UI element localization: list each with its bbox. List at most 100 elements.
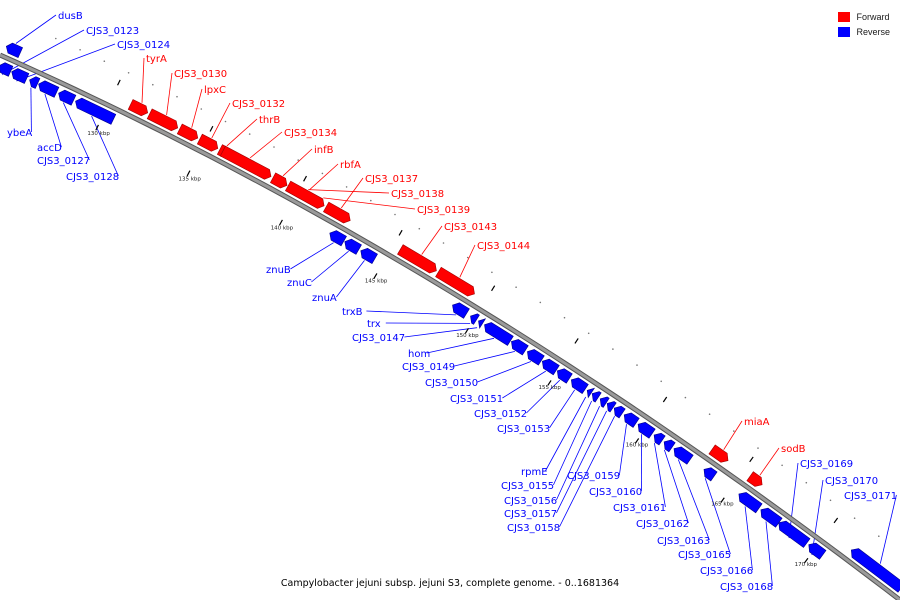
gene-label-CJS3_0127[interactable]: CJS3_0127: [37, 156, 90, 167]
gene-label-hom[interactable]: hom: [408, 349, 430, 360]
gene-CJS3_0170[interactable]: [808, 542, 827, 560]
gene-CJS3_0156[interactable]: [599, 396, 610, 408]
gene-label-infB[interactable]: infB: [314, 145, 334, 156]
gene-label-CJS3_0139[interactable]: CJS3_0139: [417, 205, 470, 216]
gene-znuB[interactable]: [329, 230, 347, 247]
gene-label-znuB[interactable]: znuB: [266, 265, 291, 276]
gene-label-lpxC[interactable]: lpxC: [204, 85, 226, 96]
gene-CJS3_0147[interactable]: [478, 318, 487, 329]
reverse-swatch: [838, 26, 851, 37]
gene-label-CJS3_0165[interactable]: CJS3_0165: [678, 550, 731, 561]
gene-label-rpmE[interactable]: rpmE: [521, 467, 548, 478]
gene-tyrA[interactable]: [127, 99, 149, 117]
gene-CJS3_0124[interactable]: [11, 68, 30, 84]
gene-CJS3_0169[interactable]: [778, 520, 811, 548]
gene-label-CJS3_0170[interactable]: CJS3_0170: [825, 476, 878, 487]
gene-CJS3_0137[interactable]: [322, 201, 351, 224]
gene-CJS3_0144[interactable]: [435, 266, 475, 297]
gene-label-CJS3_0171[interactable]: CJS3_0171: [844, 491, 897, 502]
gene-label-miaA[interactable]: miaA: [744, 417, 770, 428]
gene-label-CJS3_0155[interactable]: CJS3_0155: [501, 481, 554, 492]
gene-label-CJS3_0123[interactable]: CJS3_0123: [86, 26, 139, 37]
gene-CJS3_0153[interactable]: [570, 377, 589, 395]
leader-line: [765, 521, 773, 587]
gene-label-CJS3_0151[interactable]: CJS3_0151: [450, 394, 503, 405]
gene-label-CJS3_0158[interactable]: CJS3_0158: [507, 523, 560, 534]
gene-CJS3_0166[interactable]: [738, 492, 763, 514]
gene-label-CJS3_0163[interactable]: CJS3_0163: [657, 536, 710, 547]
gene-label-CJS3_0162[interactable]: CJS3_0162: [636, 519, 689, 530]
gene-CJS3_0155[interactable]: [591, 391, 602, 403]
gene-label-CJS3_0137[interactable]: CJS3_0137: [365, 174, 418, 185]
gene-label-thrB[interactable]: thrB: [259, 115, 280, 126]
gene-CJS3_0150[interactable]: [527, 349, 545, 366]
gene-dusB[interactable]: [5, 42, 23, 58]
gene-label-dusB[interactable]: dusB: [58, 11, 83, 22]
gene-label-accD[interactable]: accD: [37, 143, 62, 154]
gene-rpmE[interactable]: [586, 387, 595, 399]
gene-label-CJS3_0124[interactable]: CJS3_0124: [117, 40, 170, 51]
gene-miaA[interactable]: [708, 444, 729, 463]
gene-CJS3_0128[interactable]: [75, 97, 117, 125]
gene-label-trx[interactable]: trx: [367, 319, 381, 330]
gene-CJS3_0130[interactable]: [146, 108, 179, 132]
gene-label-CJS3_0132[interactable]: CJS3_0132: [232, 99, 285, 110]
gene-CJS3_0171[interactable]: [850, 548, 900, 593]
gene-label-CJS3_0153[interactable]: CJS3_0153: [497, 424, 550, 435]
gene-CJS3_0165[interactable]: [703, 467, 718, 482]
gene-label-CJS3_0150[interactable]: CJS3_0150: [425, 378, 478, 389]
gene-trxB[interactable]: [452, 302, 470, 319]
gene-label-CJS3_0144[interactable]: CJS3_0144: [477, 241, 530, 252]
gene-label-CJS3_0147[interactable]: CJS3_0147: [352, 333, 405, 344]
gene-CJS3_0163[interactable]: [673, 446, 694, 465]
gene-znuA[interactable]: [360, 247, 378, 265]
gene-CJS3_0127[interactable]: [58, 89, 77, 106]
gene-CJS3_0143[interactable]: [397, 244, 437, 274]
gene-label-trxB[interactable]: trxB: [342, 307, 363, 318]
gene-label-CJS3_0128[interactable]: CJS3_0128: [66, 172, 119, 183]
gene-label-znuA[interactable]: znuA: [312, 293, 337, 304]
gene-label-CJS3_0149[interactable]: CJS3_0149: [402, 362, 455, 373]
gene-label-CJS3_0152[interactable]: CJS3_0152: [474, 409, 527, 420]
gene-CJS3_0149[interactable]: [511, 339, 529, 356]
gene-rbfA[interactable]: [284, 180, 325, 209]
gene-CJS3_0168[interactable]: [760, 507, 783, 528]
gene-label-CJS3_0130[interactable]: CJS3_0130: [174, 69, 227, 80]
gene-hom[interactable]: [484, 322, 514, 346]
gene-label-CJS3_0134[interactable]: CJS3_0134: [284, 128, 337, 139]
gene-accD[interactable]: [38, 80, 60, 98]
gene-label-CJS3_0168[interactable]: CJS3_0168: [720, 582, 773, 593]
gene-CJS3_0158[interactable]: [613, 405, 626, 419]
gene-CJS3_0134[interactable]: [219, 145, 272, 180]
gene-znuC[interactable]: [344, 238, 362, 255]
gene-CJS3_0152[interactable]: [556, 368, 573, 384]
gene-label-CJS3_0157[interactable]: CJS3_0157: [504, 509, 557, 520]
gene-label-sodB[interactable]: sodB: [781, 444, 806, 455]
gene-CJS3_0123[interactable]: [0, 62, 14, 77]
gene-infB[interactable]: [269, 172, 288, 189]
gene-CJS3_0162[interactable]: [663, 439, 676, 453]
gene-label-CJS3_0138[interactable]: CJS3_0138: [391, 189, 444, 200]
gene-label-ybeA[interactable]: ybeA: [7, 128, 32, 139]
gene-label-CJS3_0159[interactable]: CJS3_0159: [567, 471, 620, 482]
gene-label-CJS3_0169[interactable]: CJS3_0169: [800, 459, 853, 470]
gene-trx[interactable]: [470, 313, 480, 325]
gene-label-CJS3_0160[interactable]: CJS3_0160: [589, 487, 642, 498]
gene-sodB[interactable]: [746, 471, 763, 487]
gene-label-CJS3_0161[interactable]: CJS3_0161: [613, 503, 666, 514]
gene-label-CJS3_0166[interactable]: CJS3_0166: [700, 566, 753, 577]
gene-CJS3_0161[interactable]: [653, 432, 666, 446]
gene-CJS3_0151[interactable]: [541, 358, 560, 376]
gene-label-tyrA[interactable]: tyrA: [146, 54, 167, 65]
gene-label-CJS3_0156[interactable]: CJS3_0156: [504, 496, 557, 507]
gene-CJS3_0159[interactable]: [623, 412, 640, 428]
gene-ybeA[interactable]: [29, 76, 41, 89]
gene-CJS3_0160[interactable]: [637, 421, 656, 439]
gene-label-CJS3_0143[interactable]: CJS3_0143: [444, 222, 497, 233]
gene-label-znuC[interactable]: znuC: [287, 278, 312, 289]
gene-lpxC[interactable]: [176, 123, 199, 142]
gene-CJS3_0132[interactable]: [196, 133, 219, 152]
gene-label-rbfA[interactable]: rbfA: [340, 160, 361, 171]
gene-CJS3_0157[interactable]: [606, 401, 617, 413]
leader-line: [559, 416, 615, 528]
